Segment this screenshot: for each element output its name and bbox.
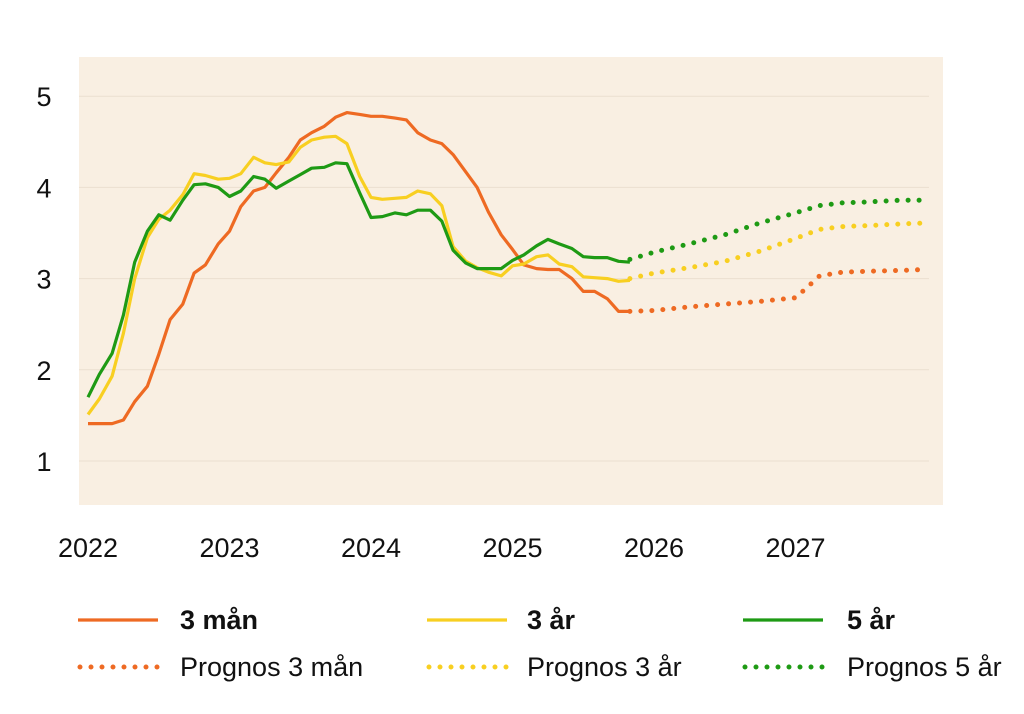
y-tick-label: 1 (36, 447, 51, 477)
x-axis-ticks: 2022 2023 2024 2025 2026 2027 (58, 533, 826, 563)
x-tick-label: 2027 (765, 533, 825, 563)
y-tick-label: 4 (36, 173, 51, 203)
series-line-3-år (86, 134, 631, 416)
legend-label: 3 år (527, 605, 576, 635)
x-tick-label: 2024 (341, 533, 401, 563)
series-line-3-mån (88, 111, 630, 426)
x-tick-label: 2025 (482, 533, 542, 563)
legend-label: 5 år (847, 605, 896, 635)
legend-label: Prognos 5 år (847, 652, 1002, 682)
x-tick-label: 2022 (58, 533, 118, 563)
y-tick-label: 3 (36, 265, 51, 295)
y-tick-label: 2 (36, 356, 51, 386)
legend: 3 mån 3 år 5 år Prognos 3 mån Prognos 3 år Pr… (77, 605, 1002, 682)
y-tick-label: 5 (36, 82, 51, 112)
x-tick-label: 2026 (624, 533, 684, 563)
series-line-prognos-3-mån (627, 267, 929, 314)
series-line-5-år (86, 161, 631, 398)
series-line-prognos-3-år (627, 220, 929, 282)
x-tick-label: 2023 (199, 533, 259, 563)
series-lines (86, 111, 929, 426)
legend-label: Prognos 3 mån (180, 652, 363, 682)
y-axis-ticks: 1 2 3 4 5 (36, 82, 51, 477)
legend-label: Prognos 3 år (527, 652, 682, 682)
plot-background (79, 57, 943, 505)
legend-label: 3 mån (180, 605, 258, 635)
